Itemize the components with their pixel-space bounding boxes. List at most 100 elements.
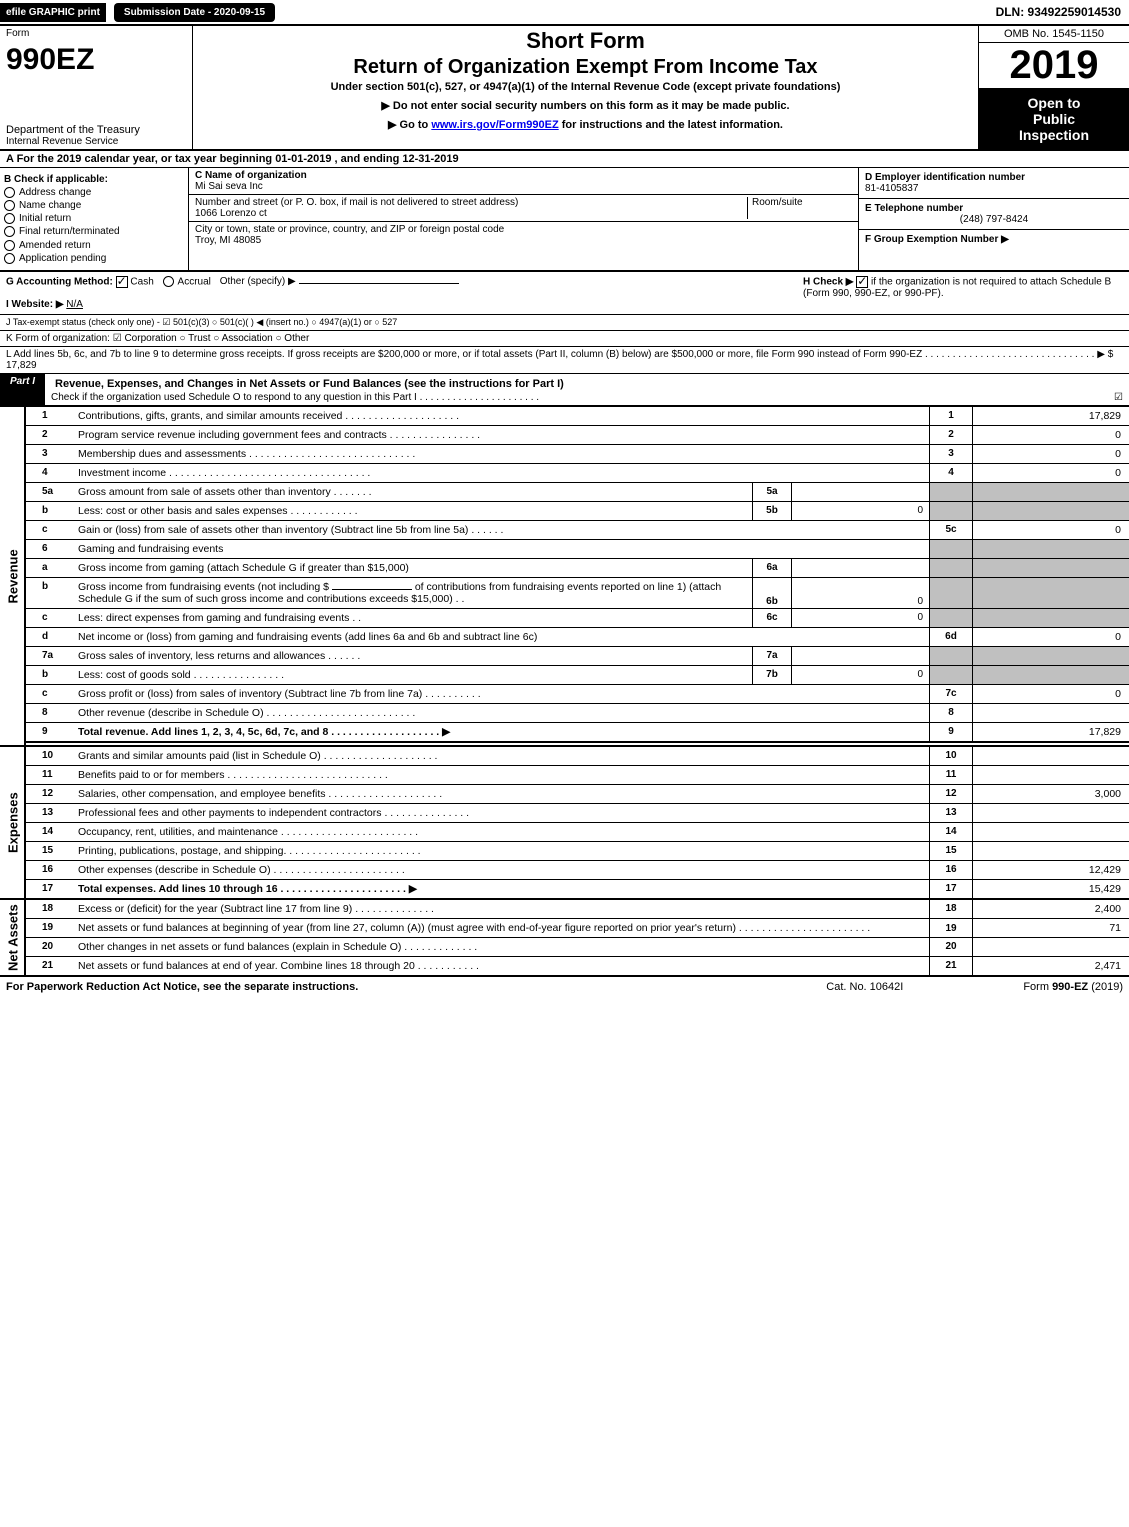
- page-footer: For Paperwork Reduction Act Notice, see …: [0, 977, 1129, 997]
- line-5b-grey: [930, 501, 973, 520]
- line-7b-innum: 7b: [753, 665, 792, 684]
- h-label: H Check ▶: [803, 276, 853, 287]
- line-7a-greyval: [973, 646, 1129, 665]
- line-6-greyval: [973, 539, 1129, 558]
- footer-catno: Cat. No. 10642I: [826, 981, 903, 993]
- line-9-val: 17,829: [973, 722, 1129, 742]
- line-2-desc: Program service revenue including govern…: [76, 425, 930, 444]
- check-accrual[interactable]: [163, 276, 174, 287]
- section-c: C Name of organization Mi Sai seva Inc N…: [189, 168, 858, 270]
- line-17-col: 17: [930, 879, 973, 899]
- line-6d-desc: Net income or (loss) from gaming and fun…: [76, 627, 930, 646]
- line-3-desc: Membership dues and assessments . . . . …: [76, 444, 930, 463]
- line-1-val: 17,829: [973, 406, 1129, 425]
- line-3-col: 3: [930, 444, 973, 463]
- line-5c-val: 0: [973, 520, 1129, 539]
- irs-label: Internal Revenue Service: [6, 136, 186, 147]
- check-app-pending[interactable]: [4, 253, 15, 264]
- line-7a-desc: Gross sales of inventory, less returns a…: [76, 646, 753, 665]
- form-label: Form: [6, 28, 186, 39]
- line-6c-desc: Less: direct expenses from gaming and fu…: [76, 608, 753, 627]
- line-13-desc: Professional fees and other payments to …: [76, 803, 930, 822]
- line-10-num: 10: [25, 746, 76, 766]
- line-6-grey: [930, 539, 973, 558]
- note-goto-post: for instructions and the latest informat…: [559, 119, 783, 131]
- line-7b-grey: [930, 665, 973, 684]
- line-5b-desc: Less: cost or other basis and sales expe…: [76, 501, 753, 520]
- line-21-col: 21: [930, 956, 973, 976]
- note-goto: ▶ Go to www.irs.gov/Form990EZ for instru…: [201, 118, 970, 131]
- line-19-val: 71: [973, 918, 1129, 937]
- line-16-desc: Other expenses (describe in Schedule O) …: [76, 860, 930, 879]
- note-goto-pre: ▶ Go to: [388, 119, 431, 131]
- line-20-desc: Other changes in net assets or fund bala…: [76, 937, 930, 956]
- line-3-val: 0: [973, 444, 1129, 463]
- check-address-change[interactable]: [4, 187, 15, 198]
- line-4-col: 4: [930, 463, 973, 482]
- line-6d-num: d: [25, 627, 76, 646]
- check-cash[interactable]: [116, 276, 128, 288]
- check-name-change[interactable]: [4, 200, 15, 211]
- part1-check-val: ☑: [1114, 392, 1123, 403]
- row-j: J Tax-exempt status (check only one) - ☑…: [0, 315, 1129, 331]
- line-7b-inval: 0: [792, 665, 930, 684]
- check-initial-return[interactable]: [4, 213, 15, 224]
- addr-value: 1066 Lorenzo ct: [195, 208, 747, 219]
- check-amended[interactable]: [4, 240, 15, 251]
- line-6a-desc: Gross income from gaming (attach Schedul…: [76, 558, 753, 577]
- footer-formno: Form 990-EZ (2019): [1023, 981, 1123, 993]
- opt-cash: Cash: [130, 276, 153, 287]
- line-16-num: 16: [25, 860, 76, 879]
- city-label: City or town, state or province, country…: [195, 224, 504, 235]
- line-6c-inval: 0: [792, 608, 930, 627]
- h-text-2: (Form 990, 990-EZ, or 990-PF).: [803, 288, 944, 299]
- check-final-return[interactable]: [4, 226, 15, 237]
- line-7b-num: b: [25, 665, 76, 684]
- efile-print-button[interactable]: efile GRAPHIC print: [0, 3, 106, 22]
- line-10-desc: Grants and similar amounts paid (list in…: [76, 746, 930, 766]
- line-5b-innum: 5b: [753, 501, 792, 520]
- line-5b-greyval: [973, 501, 1129, 520]
- line-8-val: [973, 703, 1129, 722]
- line-6c-num: c: [25, 608, 76, 627]
- line-12-val: 3,000: [973, 784, 1129, 803]
- phone-value: (248) 797-8424: [865, 214, 1123, 225]
- line-7a-inval: [792, 646, 930, 665]
- line-16-col: 16: [930, 860, 973, 879]
- line-18-num: 18: [25, 899, 76, 919]
- line-6a-innum: 6a: [753, 558, 792, 577]
- row-l-value: 17,829: [6, 360, 37, 371]
- line-5c-num: c: [25, 520, 76, 539]
- opt-name-change: Name change: [19, 200, 81, 211]
- row-k: K Form of organization: ☑ Corporation ○ …: [0, 331, 1129, 347]
- line-6b-grey: [930, 577, 973, 608]
- d-label: D Employer identification number: [865, 172, 1123, 183]
- line-5a-greyval: [973, 482, 1129, 501]
- h-text-1: if the organization is not required to a…: [871, 276, 1111, 287]
- line-5c-col: 5c: [930, 520, 973, 539]
- line-21-desc: Net assets or fund balances at end of ye…: [76, 956, 930, 976]
- form-header: Form 990EZ Department of the Treasury In…: [0, 26, 1129, 151]
- line-5a-inval: [792, 482, 930, 501]
- line-12-col: 12: [930, 784, 973, 803]
- irs-link[interactable]: www.irs.gov/Form990EZ: [431, 119, 558, 131]
- line-6b-greyval: [973, 577, 1129, 608]
- line-7c-col: 7c: [930, 684, 973, 703]
- line-7b-greyval: [973, 665, 1129, 684]
- side-netassets: Net Assets: [0, 899, 25, 976]
- line-14-val: [973, 822, 1129, 841]
- open-to-public: Open to Public Inspection: [979, 89, 1129, 149]
- line-10-col: 10: [930, 746, 973, 766]
- part1-check-text: Check if the organization used Schedule …: [51, 392, 1114, 403]
- line-11-col: 11: [930, 765, 973, 784]
- section-b-title: B Check if applicable:: [4, 174, 184, 185]
- line-19-num: 19: [25, 918, 76, 937]
- line-6b-num: b: [25, 577, 76, 608]
- part1-header-row: Part I Revenue, Expenses, and Changes in…: [0, 374, 1129, 406]
- open-line2: Public: [981, 111, 1127, 127]
- omb-number: OMB No. 1545-1150: [979, 26, 1129, 43]
- check-h[interactable]: [856, 276, 868, 288]
- line-1-num: 1: [25, 406, 76, 425]
- line-15-desc: Printing, publications, postage, and shi…: [76, 841, 930, 860]
- opt-initial-return: Initial return: [19, 213, 71, 224]
